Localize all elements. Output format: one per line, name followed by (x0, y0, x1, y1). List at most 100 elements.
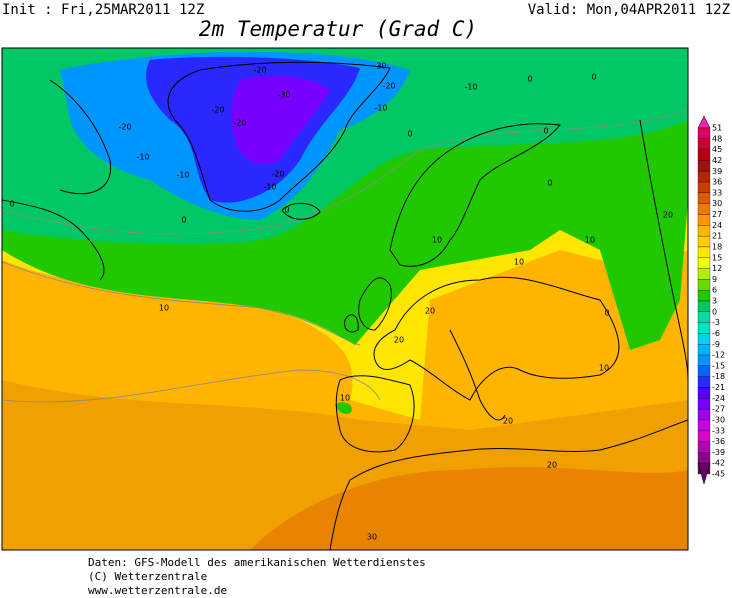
legend-swatch (697, 333, 711, 345)
map: -20 -10 -10 0 -20 -30 -20 -30 -10 -10 0 … (1, 47, 689, 551)
legend-swatch (697, 441, 711, 453)
legend-swatch (697, 160, 711, 172)
contour-label: -10 (374, 104, 387, 113)
legend-label: -9 (712, 340, 720, 349)
contour-label: 20 (394, 336, 404, 345)
legend-label: -45 (712, 470, 725, 479)
contour-label: -30 (373, 62, 386, 71)
contour-label: -20 (233, 119, 246, 128)
contour-label: 0 (284, 206, 289, 215)
legend-swatch (697, 398, 711, 410)
legend-swatch (697, 311, 711, 323)
legend-label: 24 (712, 221, 722, 230)
legend-swatch (697, 257, 711, 269)
legend-label: 12 (712, 264, 722, 273)
legend-swatch (697, 138, 711, 150)
legend-label: -33 (712, 426, 725, 435)
legend-label: 36 (712, 178, 722, 187)
legend-label: 18 (712, 242, 722, 251)
legend-label: 3 (712, 297, 717, 306)
contour-label: -10 (263, 183, 276, 192)
legend-swatch (697, 430, 711, 442)
contour-label: 20 (425, 307, 435, 316)
legend-label: 48 (712, 134, 722, 143)
legend-label: -15 (712, 361, 725, 370)
canada-coast (2, 79, 112, 281)
legend-swatch (697, 452, 711, 464)
cool-spot (335, 402, 352, 415)
contour-label: -20 (211, 106, 224, 115)
isotherm (2, 109, 688, 235)
north-africa-coast (329, 419, 688, 550)
contour-label: 0 (604, 309, 609, 318)
legend-label: -27 (712, 405, 725, 414)
contour-label: -30 (277, 91, 290, 100)
legend-label: 27 (712, 210, 722, 219)
legend-swatch (697, 214, 711, 226)
legend-label: 21 (712, 232, 722, 241)
legend-label: -3 (712, 318, 720, 327)
greenland-coast (167, 61, 391, 212)
extreme-cold-zone (231, 75, 330, 164)
contour-label: 0 (9, 200, 14, 209)
color-legend: 51484542393633302724211815129630-3-6-9-1… (697, 115, 725, 485)
footer-source: Daten: GFS-Modell des amerikanischen Wet… (88, 556, 426, 569)
contour-labels: -20 -10 -10 0 -20 -30 -20 -30 -10 -10 0 … (9, 62, 673, 542)
footer-url: www.wetterzentrale.de (88, 584, 227, 597)
isotherm (2, 369, 381, 403)
legend-swatch (697, 300, 711, 312)
legend-swatch (697, 344, 711, 356)
contour-label: 10 (159, 304, 169, 313)
contour-label: -10 (176, 171, 189, 180)
legend-swatch (697, 268, 711, 280)
legend-label: -30 (712, 415, 725, 424)
legend-swatch (697, 203, 711, 215)
legend-label: 39 (712, 167, 722, 176)
contour-label: 0 (543, 127, 548, 136)
contour-label: 10 (340, 394, 350, 403)
legend-swatch (697, 322, 711, 334)
legend-label: -18 (712, 372, 725, 381)
legend-swatch (697, 225, 711, 237)
legend-swatch (697, 365, 711, 377)
contour-label: 10 (432, 236, 442, 245)
legend-label: -39 (712, 448, 725, 457)
contour-label: 10 (514, 258, 524, 267)
contour-label: 0 (181, 216, 186, 225)
init-time: Init : Fri,25MAR2011 12Z (2, 2, 204, 18)
legend-label: -24 (712, 394, 725, 403)
isotherm (2, 261, 361, 346)
map-frame (1, 47, 689, 551)
contour-label: 20 (547, 461, 557, 470)
legend-label: -42 (712, 459, 725, 468)
legend-label: 51 (712, 124, 722, 133)
contour-label: -10 (136, 153, 149, 162)
contour-label: 10 (599, 364, 609, 373)
contour-label: 0 (527, 75, 532, 84)
contour-label: 0 (407, 130, 412, 139)
legend-label: -21 (712, 383, 725, 392)
contour-label: -20 (382, 82, 395, 91)
legend-label: 6 (712, 286, 717, 295)
legend-label: 9 (712, 275, 717, 284)
legend-swatch (697, 181, 711, 194)
legend-swatch (697, 246, 711, 258)
legend-arrow (697, 115, 711, 129)
legend-swatch (697, 408, 711, 421)
legend-swatch (697, 149, 711, 161)
iberia-coast (335, 375, 415, 453)
legend-label: -12 (712, 351, 725, 360)
legend-swatch (697, 279, 711, 291)
valid-time: Valid: Mon,04APR2011 12Z (528, 2, 730, 18)
legend-swatch (697, 354, 711, 367)
map-title: 2m Temperatur (Grad C) (199, 17, 477, 41)
footer-copyright: (C) Wetterzentrale (88, 570, 207, 583)
legend-label: 15 (712, 253, 722, 262)
british-isles-coast (344, 277, 392, 333)
asia-border (639, 119, 688, 381)
contour-label: -20 (118, 123, 131, 132)
italy-coast (449, 329, 506, 421)
contour-label: -10 (464, 83, 477, 92)
contour-label: 10 (585, 236, 595, 245)
